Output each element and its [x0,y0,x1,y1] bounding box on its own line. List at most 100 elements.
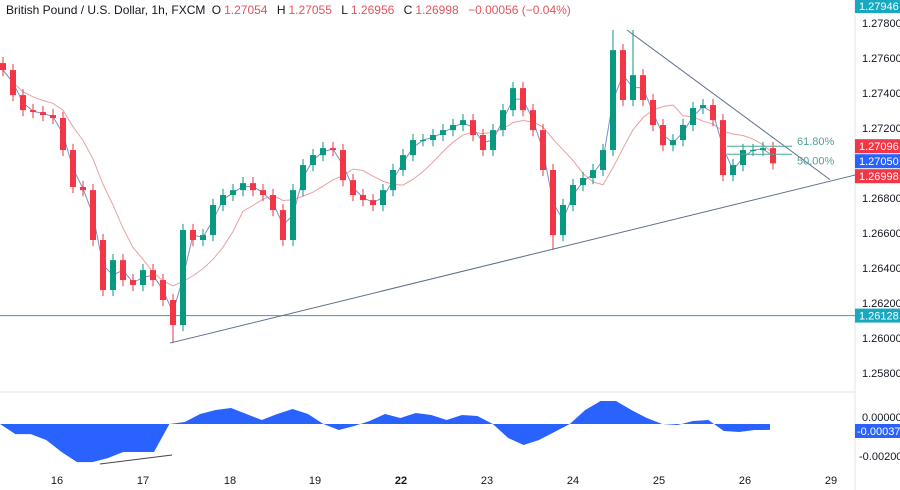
candle [680,118,686,147]
candle-body [600,150,606,170]
candle-body [480,135,486,151]
ohlc-close-value: 1.26998 [415,3,459,17]
candle [700,98,706,115]
candle [200,228,206,247]
ohlc-open: O 1.27054 [212,3,271,17]
candle-body [200,235,206,240]
candle-body [560,205,566,236]
x-tick-label: 23 [481,475,493,487]
candle [90,184,96,247]
candle-body [570,185,576,205]
x-tick-label: 17 [137,475,149,487]
candle-body [80,186,86,191]
x-tick-label: 26 [739,475,751,487]
y-tick-label: 1.26400 [862,263,900,275]
price-badge-label: 1.27050 [859,156,899,168]
candle [80,180,86,197]
price-badge: 1.26128 [855,308,900,323]
candle [190,223,196,247]
candle-body [260,190,266,196]
x-tick-label: 19 [309,475,321,487]
candle-body [530,110,536,131]
oscillator-badge-bg [855,424,900,438]
candle-body [610,50,616,151]
candle-body [710,105,716,121]
y-tick-label: 1.27400 [862,88,900,100]
y-tick-label: 1.26800 [862,193,900,205]
candle-body [770,148,776,164]
candle [10,63,16,102]
candle [640,69,646,107]
candle [50,108,56,125]
candle-body [700,105,706,109]
candle-body [300,165,306,191]
price-badge-bg [855,308,900,323]
candle [620,44,626,107]
price-badge: 1.27096 [855,139,900,154]
candle [180,223,186,332]
candle-body [520,88,526,111]
oscillator-tick: -0.00200 [859,451,900,463]
ohlc-low-label: L [341,3,348,17]
candle-body [470,120,476,135]
candle [270,188,276,217]
x-tick-label: 16 [51,475,63,487]
candle [340,143,346,187]
candle [430,128,436,147]
price-badge-bg [855,169,900,184]
candle [320,142,326,162]
candle-body [120,260,126,281]
candle [390,163,396,197]
candle [350,174,356,202]
candle-body [550,170,556,236]
candle [360,188,366,207]
y-tick-label: 1.26600 [862,228,900,240]
price-badge-label: 1.26128 [859,311,899,323]
oscillator-badge: -0.00037 [855,424,900,438]
candle-body [440,130,446,135]
x-tick-label: 25 [653,475,665,487]
candle [730,158,736,182]
oscillator-badge-label: -0.00037 [857,426,900,438]
oscillator-zero-tick: 0.00000 [862,412,900,424]
candle [690,101,696,132]
candle [100,233,106,297]
candle-body [380,190,386,205]
candle-body [680,125,686,141]
symbol-title: British Pound / U.S. Dollar, 1h, FXCM [6,3,206,17]
candle-body [490,130,496,151]
candle-body [10,70,16,96]
slow-moving-average [2,69,774,287]
candle [110,254,116,297]
candle-body [310,155,316,166]
candle [590,163,596,185]
ohlc-low-value: 1.26956 [350,3,395,17]
candle [150,263,156,287]
candle-body [280,210,286,240]
ohlc-close-label: C [403,3,413,17]
candle-body [270,195,276,211]
price-badge-bg [855,0,900,13]
candle [720,114,726,182]
fib-level-label: 61.80% [797,136,835,148]
candle-body [540,130,546,170]
ohlc-high: H 1.27055 [277,3,335,17]
candle-body [360,195,366,201]
candle-body [70,150,76,187]
candle-body [20,95,26,111]
candle-body [90,190,96,240]
candle-body [760,148,766,151]
candle [210,198,216,242]
candle [240,177,246,197]
candle [40,105,46,122]
ohlc-high-label: H [276,3,286,17]
candle-body [370,200,376,205]
candle-body [110,260,116,291]
fib-level-label: 50.00% [797,155,835,167]
candle [120,254,126,287]
oscillator-histogram [0,401,770,463]
y-tick-label: 1.27600 [862,53,900,65]
candle-body [730,165,736,176]
candle [510,81,516,117]
